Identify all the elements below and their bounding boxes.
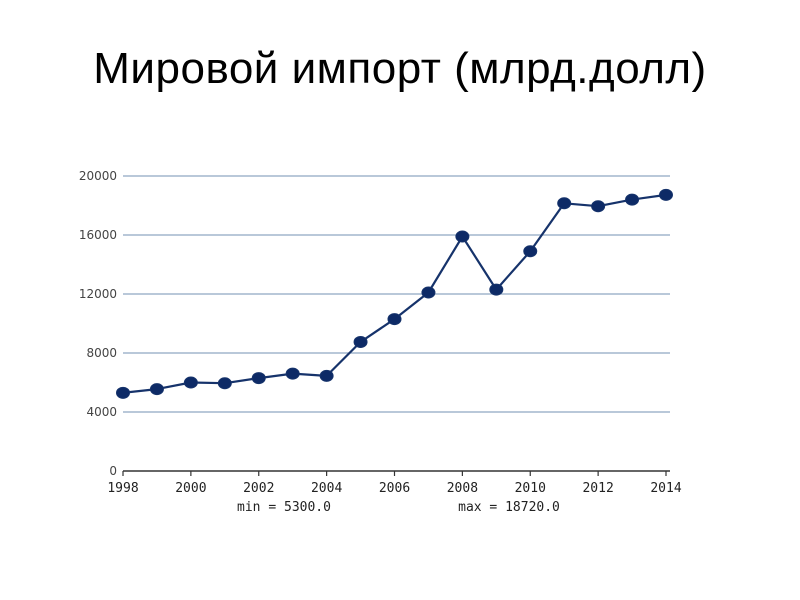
- x-tick-label: 2012: [582, 481, 613, 496]
- x-axis: [122, 470, 670, 476]
- data-point: [387, 313, 402, 326]
- x-tick-label: 2002: [243, 481, 274, 496]
- x-tick-label: 2006: [379, 481, 410, 496]
- data-point: [319, 369, 334, 382]
- data-point: [489, 283, 504, 296]
- data-point: [659, 188, 673, 201]
- data-point: [285, 367, 300, 380]
- data-point: [557, 197, 572, 210]
- y-tick-label: 8000: [86, 346, 117, 360]
- data-point: [251, 372, 266, 385]
- y-tick-label: 0: [109, 464, 117, 478]
- data-point: [149, 383, 164, 396]
- data-point: [591, 200, 606, 213]
- data-point: [183, 376, 198, 389]
- page-title: Мировой импорт (млрд.долл): [93, 44, 707, 93]
- y-tick-label: 16000: [79, 228, 117, 242]
- x-tick-label: 2014: [650, 481, 681, 496]
- max-stat-label: max = 18720.0: [458, 500, 560, 515]
- data-points: [116, 188, 673, 399]
- x-tick-label: 2000: [175, 481, 206, 496]
- y-tick-labels: 0 4000 8000 12000 16000 20000: [79, 169, 117, 478]
- data-point: [116, 386, 130, 399]
- y-tick-label: 4000: [86, 405, 117, 419]
- data-point: [217, 377, 232, 390]
- x-tick-label: 1998: [107, 481, 138, 496]
- x-tick-label: 2008: [447, 481, 478, 496]
- data-point: [523, 245, 538, 258]
- data-point: [455, 230, 470, 243]
- x-tick-label: 2010: [515, 481, 546, 496]
- grid-lines: [123, 175, 670, 413]
- data-point: [421, 286, 436, 299]
- min-stat-label: min = 5300.0: [237, 500, 331, 515]
- data-point: [625, 193, 640, 206]
- y-tick-label: 20000: [79, 169, 117, 183]
- data-point: [353, 335, 368, 348]
- x-tick-label: 2004: [311, 481, 342, 496]
- y-tick-label: 12000: [79, 287, 117, 301]
- x-tick-labels: 1998 2000 2002 2004 2006 2008 2010 2012 2014: [107, 481, 681, 496]
